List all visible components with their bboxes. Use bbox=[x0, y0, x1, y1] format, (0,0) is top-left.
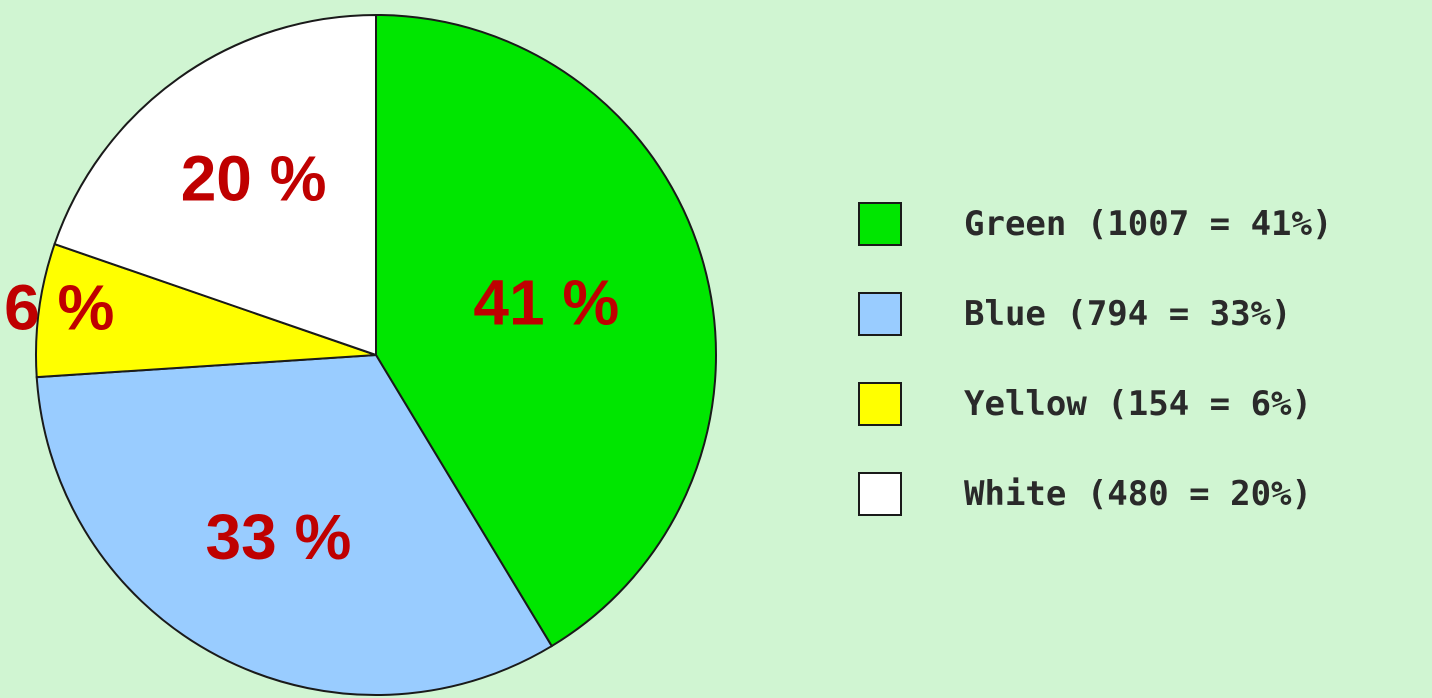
legend-swatch-blue bbox=[858, 292, 902, 336]
slice-label-blue: 33 % bbox=[205, 501, 351, 573]
slice-label-white: 20 % bbox=[181, 142, 327, 214]
legend-item-yellow: Yellow (154 = 6%) bbox=[858, 374, 1428, 434]
legend: Green (1007 = 41%) Blue (794 = 33%) Yell… bbox=[858, 194, 1428, 554]
legend-item-blue: Blue (794 = 33%) bbox=[858, 284, 1428, 344]
legend-swatch-yellow bbox=[858, 382, 902, 426]
pie-chart: 41 % 33 % 6 % 20 % bbox=[0, 0, 760, 698]
legend-swatch-white bbox=[858, 472, 902, 516]
legend-item-green: Green (1007 = 41%) bbox=[858, 194, 1428, 254]
legend-swatch-green bbox=[858, 202, 902, 246]
legend-label-blue: Blue (794 = 33%) bbox=[964, 294, 1292, 334]
slice-label-green: 41 % bbox=[473, 266, 619, 338]
legend-label-green: Green (1007 = 41%) bbox=[964, 204, 1332, 244]
pie-slices bbox=[36, 15, 716, 695]
slice-label-yellow: 6 % bbox=[4, 271, 114, 343]
legend-label-white: White (480 = 20%) bbox=[964, 474, 1312, 514]
legend-label-yellow: Yellow (154 = 6%) bbox=[964, 384, 1312, 424]
legend-item-white: White (480 = 20%) bbox=[858, 464, 1428, 524]
